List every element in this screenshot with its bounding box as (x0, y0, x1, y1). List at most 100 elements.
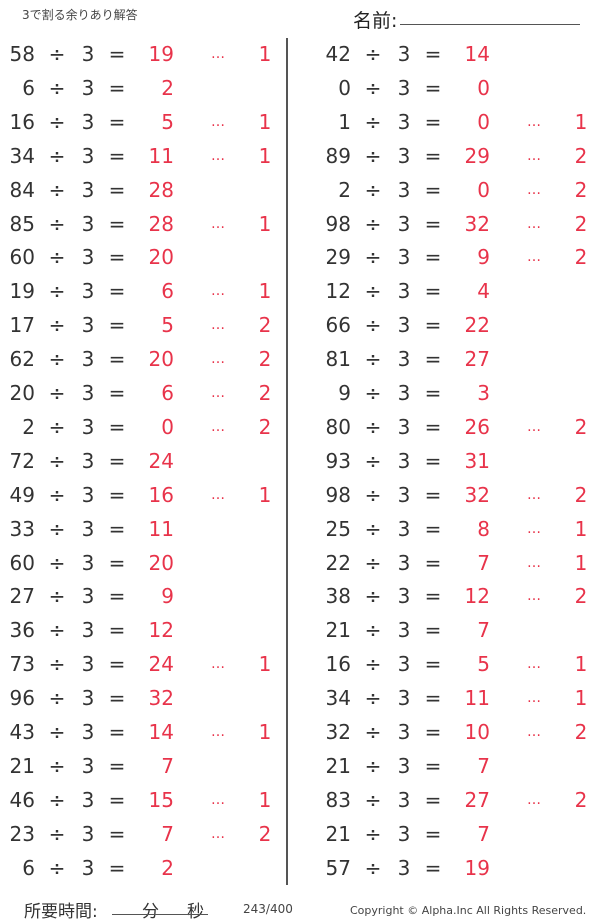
dividend: 80 (325, 414, 351, 439)
quotient: 24 (148, 448, 174, 473)
dividend: 83 (325, 787, 351, 812)
name-field-line (400, 24, 580, 25)
divide-sign: ÷ (364, 42, 382, 66)
remainder-mark: … (211, 351, 225, 368)
problem-row: 36 ÷ 3 = 12 (0, 615, 284, 645)
remainder-mark: … (211, 215, 225, 232)
equals-sign: = (424, 584, 442, 609)
dividend: 42 (325, 42, 351, 66)
divisor: 3 (81, 584, 95, 609)
remainder: 1 (574, 652, 588, 677)
equals-sign: = (424, 313, 442, 338)
dividend: 12 (325, 279, 351, 304)
dividend: 34 (325, 686, 351, 711)
equals-sign: = (424, 177, 442, 202)
divisor: 3 (397, 686, 411, 711)
remainder: 2 (258, 381, 272, 405)
equals-sign: = (424, 381, 442, 405)
remainder: 1 (258, 211, 272, 236)
quotient: 28 (148, 177, 174, 202)
equals-sign: = (108, 550, 126, 575)
dividend: 6 (22, 855, 35, 880)
remainder-mark: … (527, 554, 541, 571)
divide-sign: ÷ (48, 109, 66, 134)
dividend: 21 (325, 618, 351, 643)
page-number: 243/400 (243, 902, 293, 916)
problem-row: 23 ÷ 3 = 7 … 2 (0, 819, 284, 849)
problem-row: 34 ÷ 3 = 11 … 1 (316, 683, 600, 713)
equals-sign: = (424, 143, 442, 168)
divide-sign: ÷ (364, 279, 382, 304)
equals-sign: = (108, 855, 126, 880)
quotient: 10 (464, 720, 490, 744)
quotient: 7 (477, 550, 490, 575)
quotient: 0 (477, 177, 490, 202)
divide-sign: ÷ (364, 313, 382, 338)
problem-row: 2 ÷ 3 = 0 … 2 (0, 412, 284, 442)
dividend: 60 (9, 550, 35, 575)
quotient: 15 (148, 787, 174, 812)
quotient: 19 (464, 855, 490, 880)
equals-sign: = (424, 347, 442, 372)
divisor: 3 (397, 753, 411, 778)
equals-sign: = (424, 855, 442, 880)
dividend: 66 (325, 313, 351, 338)
equals-sign: = (108, 347, 126, 372)
quotient: 14 (464, 42, 490, 66)
divisor: 3 (81, 618, 95, 643)
problem-row: 6 ÷ 3 = 2 (0, 853, 284, 883)
quotient: 20 (148, 347, 174, 372)
remainder-mark: … (211, 724, 225, 740)
dividend: 73 (9, 652, 35, 677)
remainder: 1 (574, 109, 588, 134)
minutes-label: 分 (142, 902, 159, 922)
divisor: 3 (397, 279, 411, 304)
remainder: 1 (258, 279, 272, 304)
divisor: 3 (397, 42, 411, 66)
divide-sign: ÷ (364, 347, 382, 372)
divisor: 3 (397, 482, 411, 507)
problem-row: 20 ÷ 3 = 6 … 2 (0, 378, 284, 408)
divisor: 3 (81, 550, 95, 575)
dividend: 19 (9, 279, 35, 304)
remainder-mark: … (527, 486, 541, 503)
divisor: 3 (81, 143, 95, 168)
divisor: 3 (81, 177, 95, 202)
divide-sign: ÷ (48, 584, 66, 609)
column-divider (286, 38, 288, 885)
divide-sign: ÷ (48, 313, 66, 338)
divisor: 3 (81, 787, 95, 812)
equals-sign: = (108, 618, 126, 643)
dividend: 9 (338, 381, 351, 405)
quotient: 29 (464, 143, 490, 168)
dividend: 58 (9, 42, 35, 66)
divide-sign: ÷ (48, 720, 66, 744)
quotient: 11 (464, 686, 490, 711)
remainder-mark: … (211, 317, 225, 334)
dividend: 17 (9, 313, 35, 338)
divisor: 3 (397, 448, 411, 473)
remainder: 1 (574, 686, 588, 711)
divisor: 3 (397, 516, 411, 541)
remainder-mark: … (527, 520, 541, 537)
dividend: 33 (9, 516, 35, 541)
problem-row: 16 ÷ 3 = 5 … 1 (0, 107, 284, 137)
divisor: 3 (81, 245, 95, 270)
remainder: 1 (258, 787, 272, 812)
equals-sign: = (108, 381, 126, 405)
divide-sign: ÷ (48, 821, 66, 846)
remainder-mark: … (527, 181, 541, 198)
remainder-mark: … (527, 215, 541, 232)
remainder-mark: … (211, 283, 225, 300)
quotient: 11 (148, 143, 174, 168)
dividend: 38 (325, 584, 351, 609)
divisor: 3 (81, 720, 95, 744)
remainder-mark: … (211, 825, 225, 842)
equals-sign: = (108, 516, 126, 541)
quotient: 2 (161, 75, 174, 100)
remainder-mark: … (527, 418, 541, 435)
dividend: 57 (325, 855, 351, 880)
equals-sign: = (108, 448, 126, 473)
dividend: 89 (325, 143, 351, 168)
remainder: 1 (258, 720, 272, 744)
